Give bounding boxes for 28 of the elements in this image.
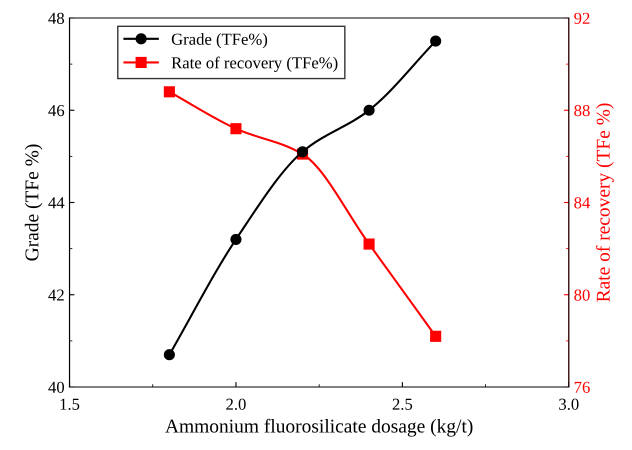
point	[230, 234, 242, 245]
x-tick-label: 2.5	[392, 398, 412, 410]
point	[164, 349, 175, 360]
y-tick-label: 40	[48, 382, 64, 393]
y-axis-title: Grade (TFe %)	[24, 144, 42, 261]
y-tick-label: 42	[48, 289, 64, 301]
point	[230, 123, 242, 134]
y2-tick-label: 80	[574, 289, 590, 301]
y2-tick-label: 76	[574, 382, 590, 393]
point	[296, 146, 308, 158]
x-axis-title: Ammonium fluorosilicate dosage (kg/t)	[165, 418, 472, 437]
x-tick-label: 2.0	[226, 398, 246, 410]
y2-axis-title: Rate of recovery (TFe %)	[596, 103, 614, 302]
legend-label: Grade (TFe%)	[172, 33, 268, 48]
y-tick-label: 48	[48, 12, 64, 24]
point	[164, 86, 175, 98]
x-tick-label: 3.0	[559, 398, 579, 410]
y-tick-label: 44	[48, 197, 64, 208]
point	[430, 330, 442, 342]
y2-tick-label: 92	[574, 12, 590, 24]
point	[430, 36, 442, 47]
point	[364, 238, 375, 250]
legend-label: Rate of recovery (TFe%)	[172, 56, 338, 72]
point	[364, 104, 375, 116]
y2-tick-label: 84	[574, 197, 590, 208]
y2-tick-label: 88	[574, 104, 590, 116]
y-tick-label: 46	[48, 104, 64, 116]
x-tick-label: 1.5	[60, 398, 80, 410]
